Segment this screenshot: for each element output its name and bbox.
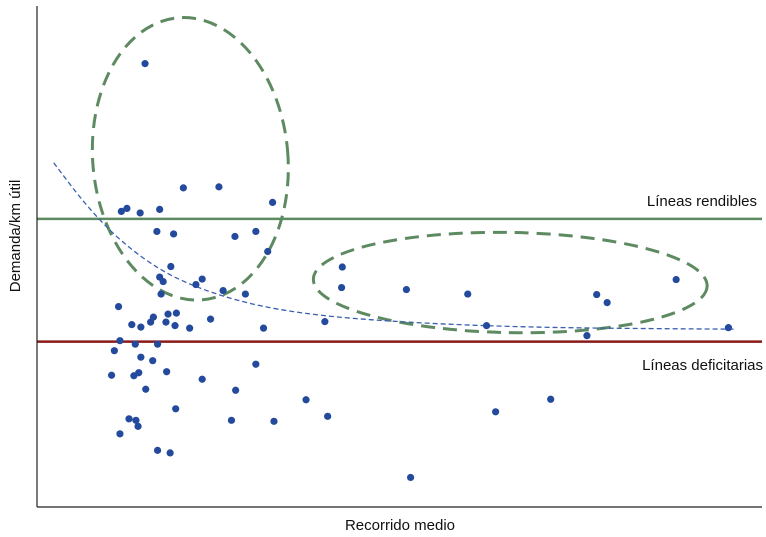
data-point — [464, 290, 472, 298]
data-point — [338, 263, 346, 271]
data-point — [482, 322, 491, 330]
data-point — [324, 412, 332, 420]
data-point — [172, 405, 180, 413]
data-point — [125, 415, 133, 423]
data-point — [206, 315, 215, 323]
data-point — [134, 422, 142, 430]
data-point — [147, 318, 155, 326]
data-point — [167, 262, 175, 271]
data-point — [159, 277, 167, 286]
data-point — [402, 285, 411, 294]
data-point — [153, 340, 162, 348]
data-point — [107, 371, 116, 379]
data-point — [114, 303, 123, 311]
data-point — [232, 386, 240, 394]
data-point — [156, 205, 164, 214]
cluster-ellipse — [90, 16, 290, 302]
data-point — [241, 290, 250, 298]
data-point — [252, 360, 260, 368]
data-point — [252, 227, 260, 236]
data-point — [259, 324, 268, 332]
data-point — [337, 283, 346, 292]
data-point — [141, 60, 149, 68]
data-point — [231, 232, 239, 241]
data-point — [672, 275, 680, 284]
data-point — [227, 416, 236, 424]
data-point — [137, 323, 145, 331]
data-point — [171, 322, 179, 330]
axes — [36, 6, 762, 508]
data-point — [153, 227, 161, 236]
data-point — [132, 416, 140, 424]
data-point — [162, 318, 170, 326]
data-point — [593, 290, 601, 299]
rendibles-label: Líneas rendibles — [647, 193, 757, 210]
data-point — [198, 275, 206, 283]
data-point — [128, 321, 136, 329]
data-point — [547, 395, 555, 403]
data-point — [724, 324, 733, 332]
y-axis-title: Demanda/km útil — [7, 180, 24, 293]
data-point — [492, 408, 500, 416]
data-point — [215, 183, 223, 191]
data-point — [270, 417, 278, 425]
cluster-ellipses — [90, 16, 709, 335]
data-point — [123, 204, 131, 213]
data-point — [117, 207, 125, 216]
trend-line — [53, 162, 735, 330]
data-point — [116, 337, 124, 345]
data-point — [149, 357, 157, 365]
data-point — [192, 280, 200, 289]
cluster-ellipse — [311, 230, 709, 335]
x-axis-title: Recorrido medio — [345, 517, 455, 534]
data-point — [137, 353, 145, 361]
data-point — [170, 230, 178, 238]
data-point — [179, 184, 187, 192]
data-point — [136, 209, 144, 217]
data-point — [130, 372, 138, 380]
data-point — [268, 198, 277, 206]
data-point — [321, 318, 329, 326]
data-points — [107, 60, 733, 482]
data-point — [166, 449, 174, 457]
data-point — [583, 332, 591, 340]
data-point — [142, 385, 150, 393]
data-point — [153, 446, 162, 454]
data-point — [302, 396, 310, 404]
data-point — [110, 347, 118, 355]
data-point — [172, 309, 180, 317]
data-point — [186, 324, 194, 332]
data-point — [131, 340, 139, 348]
data-point — [164, 310, 172, 318]
data-point — [116, 430, 124, 438]
data-point — [157, 290, 165, 298]
data-point — [219, 286, 227, 295]
data-point — [406, 473, 415, 482]
data-point — [198, 375, 206, 383]
data-point — [163, 368, 171, 376]
data-point — [603, 298, 611, 307]
data-point — [264, 247, 272, 256]
trend-curve — [53, 162, 735, 330]
deficitarias-label: Líneas deficitarias — [642, 357, 763, 374]
